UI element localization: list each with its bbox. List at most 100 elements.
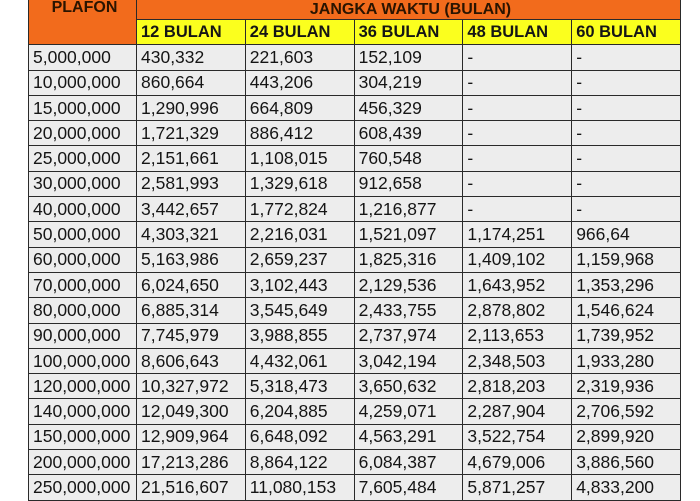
installment-cell: 2,581,993 bbox=[136, 170, 246, 198]
installment-cell: - bbox=[571, 94, 681, 122]
header-row-top: PLAFON JANGKA WAKTU (BULAN) bbox=[28, 0, 681, 46]
loan-installment-table: PLAFON JANGKA WAKTU (BULAN) 12 BULAN 24 B… bbox=[28, 0, 681, 501]
installment-cell: 8,606,643 bbox=[136, 347, 246, 375]
installment-cell: 12,909,964 bbox=[136, 423, 246, 451]
installment-cell: 1,521,097 bbox=[353, 221, 464, 248]
header-row-terms: 12 BULAN 24 BULAN 36 BULAN 48 BULAN 60 BULAN bbox=[29, 18, 681, 46]
installment-cell: 2,659,237 bbox=[244, 246, 355, 273]
plafon-cell: 140,000,000 bbox=[28, 398, 137, 425]
installment-cell: 1,933,280 bbox=[571, 347, 681, 375]
plafon-cell: 70,000,000 bbox=[28, 271, 137, 299]
installment-cell: 1,721,329 bbox=[136, 120, 246, 147]
installment-cell: 3,886,560 bbox=[571, 449, 681, 476]
installment-cell: 21,516,607 bbox=[136, 474, 246, 501]
plafon-cell: 20,000,000 bbox=[28, 120, 137, 147]
installment-cell: 2,818,203 bbox=[462, 373, 573, 400]
installment-cell: 152,109 bbox=[353, 44, 464, 71]
installment-cell: 2,151,661 bbox=[136, 145, 246, 172]
installment-cell: - bbox=[462, 69, 573, 96]
installment-cell: 1,353,296 bbox=[571, 271, 681, 299]
table-row: 60,000,000 5,163,986 2,659,237 1,825,316 1,4… bbox=[28, 246, 681, 273]
installment-cell: 5,871,257 bbox=[462, 474, 573, 501]
installment-cell: 886,412 bbox=[244, 120, 355, 147]
installment-cell: - bbox=[571, 44, 681, 71]
plafon-cell: 80,000,000 bbox=[28, 297, 137, 324]
installment-cell: - bbox=[462, 170, 573, 198]
installment-cell: 12,049,300 bbox=[136, 398, 246, 425]
installment-cell: 2,433,755 bbox=[353, 297, 464, 324]
installment-cell: 1,825,316 bbox=[353, 246, 464, 273]
installment-cell: - bbox=[571, 120, 681, 147]
plafon-cell: 5,000,000 bbox=[28, 44, 137, 71]
installment-cell: 966,64 bbox=[571, 221, 681, 248]
plafon-cell: 10,000,000 bbox=[28, 69, 137, 96]
installment-cell: 608,439 bbox=[353, 120, 464, 147]
plafon-cell: 60,000,000 bbox=[28, 246, 137, 273]
table-row: 5,000,000 430,332 221,603 152,109- - bbox=[28, 44, 681, 71]
installment-cell: 7,745,979 bbox=[136, 322, 246, 349]
plafon-cell: 100,000,000 bbox=[28, 347, 137, 375]
installment-cell: - bbox=[571, 69, 681, 96]
column-header-48-bulan: 48 BULAN bbox=[462, 18, 573, 46]
table-row: 50,000,000 4,303,321 2,216,031 1,521,097 1,1… bbox=[28, 221, 681, 248]
table-row: 200,000,000 17,213,286 8,864,122 6,084,387 4… bbox=[28, 449, 681, 476]
installment-cell: - bbox=[462, 120, 573, 147]
installment-cell: 11,080,153 bbox=[244, 474, 355, 501]
installment-cell: 6,885,314 bbox=[136, 297, 246, 324]
installment-cell: 760,548 bbox=[353, 145, 464, 172]
plafon-cell: 120,000,000 bbox=[28, 373, 137, 400]
installment-cell: 2,319,936 bbox=[571, 373, 681, 400]
table-row: 30,000,000 2,581,993 1,329,618 912,658- - bbox=[28, 170, 681, 198]
installment-cell: - bbox=[462, 94, 573, 122]
installment-cell: 3,042,194 bbox=[353, 347, 464, 375]
installment-cell: 6,084,387 bbox=[353, 449, 464, 476]
installment-cell: 4,303,321 bbox=[136, 221, 246, 248]
table-body: 5,000,000 430,332 221,603 152,109- -10,000,0… bbox=[28, 44, 681, 501]
installment-cell: 1,409,102 bbox=[462, 246, 573, 273]
table-row: 80,000,000 6,885,314 3,545,649 2,433,755 2,8… bbox=[28, 297, 681, 324]
installment-cell: 7,605,484 bbox=[353, 474, 464, 501]
installment-cell: 221,603 bbox=[244, 44, 355, 71]
table-row: 70,000,000 6,024,650 3,102,443 2,129,536 1,6… bbox=[28, 271, 681, 299]
table-row: 15,000,000 1,290,996 664,809 456,329- - bbox=[28, 94, 681, 122]
plafon-cell: 50,000,000 bbox=[28, 221, 137, 248]
table-row: 120,000,000 10,327,972 5,318,473 3,650,632 2… bbox=[28, 373, 681, 400]
installment-cell: 1,772,824 bbox=[244, 196, 355, 223]
installment-cell: 2,113,653 bbox=[462, 322, 573, 349]
installment-cell: 8,864,122 bbox=[244, 449, 355, 476]
table-row: 40,000,000 3,442,657 1,772,824 1,216,877- - bbox=[28, 196, 681, 223]
installment-cell: 3,522,754 bbox=[462, 423, 573, 451]
installment-cell: 6,204,885 bbox=[244, 398, 355, 425]
table-row: 140,000,000 12,049,300 6,204,885 4,259,071 2… bbox=[28, 398, 681, 425]
installment-cell: 1,739,952 bbox=[571, 322, 681, 349]
installment-cell: 2,737,974 bbox=[353, 322, 464, 349]
table-row: 90,000,000 7,745,979 3,988,855 2,737,974 2,1… bbox=[28, 322, 681, 349]
installment-cell: 2,348,503 bbox=[462, 347, 573, 375]
plafon-cell: 30,000,000 bbox=[28, 170, 137, 198]
installment-cell: 1,174,251 bbox=[462, 221, 573, 248]
plafon-cell: 40,000,000 bbox=[28, 196, 137, 223]
installment-cell: 4,259,071 bbox=[353, 398, 464, 425]
table-row: 250,000,000 21,516,607 11,080,153 7,605,484… bbox=[28, 474, 681, 501]
installment-cell: - bbox=[462, 44, 573, 71]
installment-cell: 2,216,031 bbox=[244, 221, 355, 248]
installment-cell: 2,878,802 bbox=[462, 297, 573, 324]
installment-cell: 1,216,877 bbox=[353, 196, 464, 223]
installment-cell: 430,332 bbox=[136, 44, 246, 71]
installment-cell: 1,290,996 bbox=[136, 94, 246, 122]
table-row: 20,000,000 1,721,329 886,412 608,439- - bbox=[28, 120, 681, 147]
column-header-12-bulan: 12 BULAN bbox=[136, 18, 246, 46]
installment-cell: - bbox=[462, 196, 573, 223]
installment-cell: 3,442,657 bbox=[136, 196, 246, 223]
installment-cell: 6,024,650 bbox=[136, 271, 246, 299]
installment-cell: - bbox=[571, 170, 681, 198]
installment-cell: 4,563,291 bbox=[353, 423, 464, 451]
installment-cell: 10,327,972 bbox=[136, 373, 246, 400]
installment-cell: 443,206 bbox=[244, 69, 355, 96]
installment-cell: 912,658 bbox=[353, 170, 464, 198]
plafon-cell: 25,000,000 bbox=[28, 145, 137, 172]
installment-cell: 1,643,952 bbox=[462, 271, 573, 299]
installment-cell: 2,899,920 bbox=[571, 423, 681, 451]
installment-cell: 2,287,904 bbox=[462, 398, 573, 425]
plafon-cell: 90,000,000 bbox=[28, 322, 137, 349]
